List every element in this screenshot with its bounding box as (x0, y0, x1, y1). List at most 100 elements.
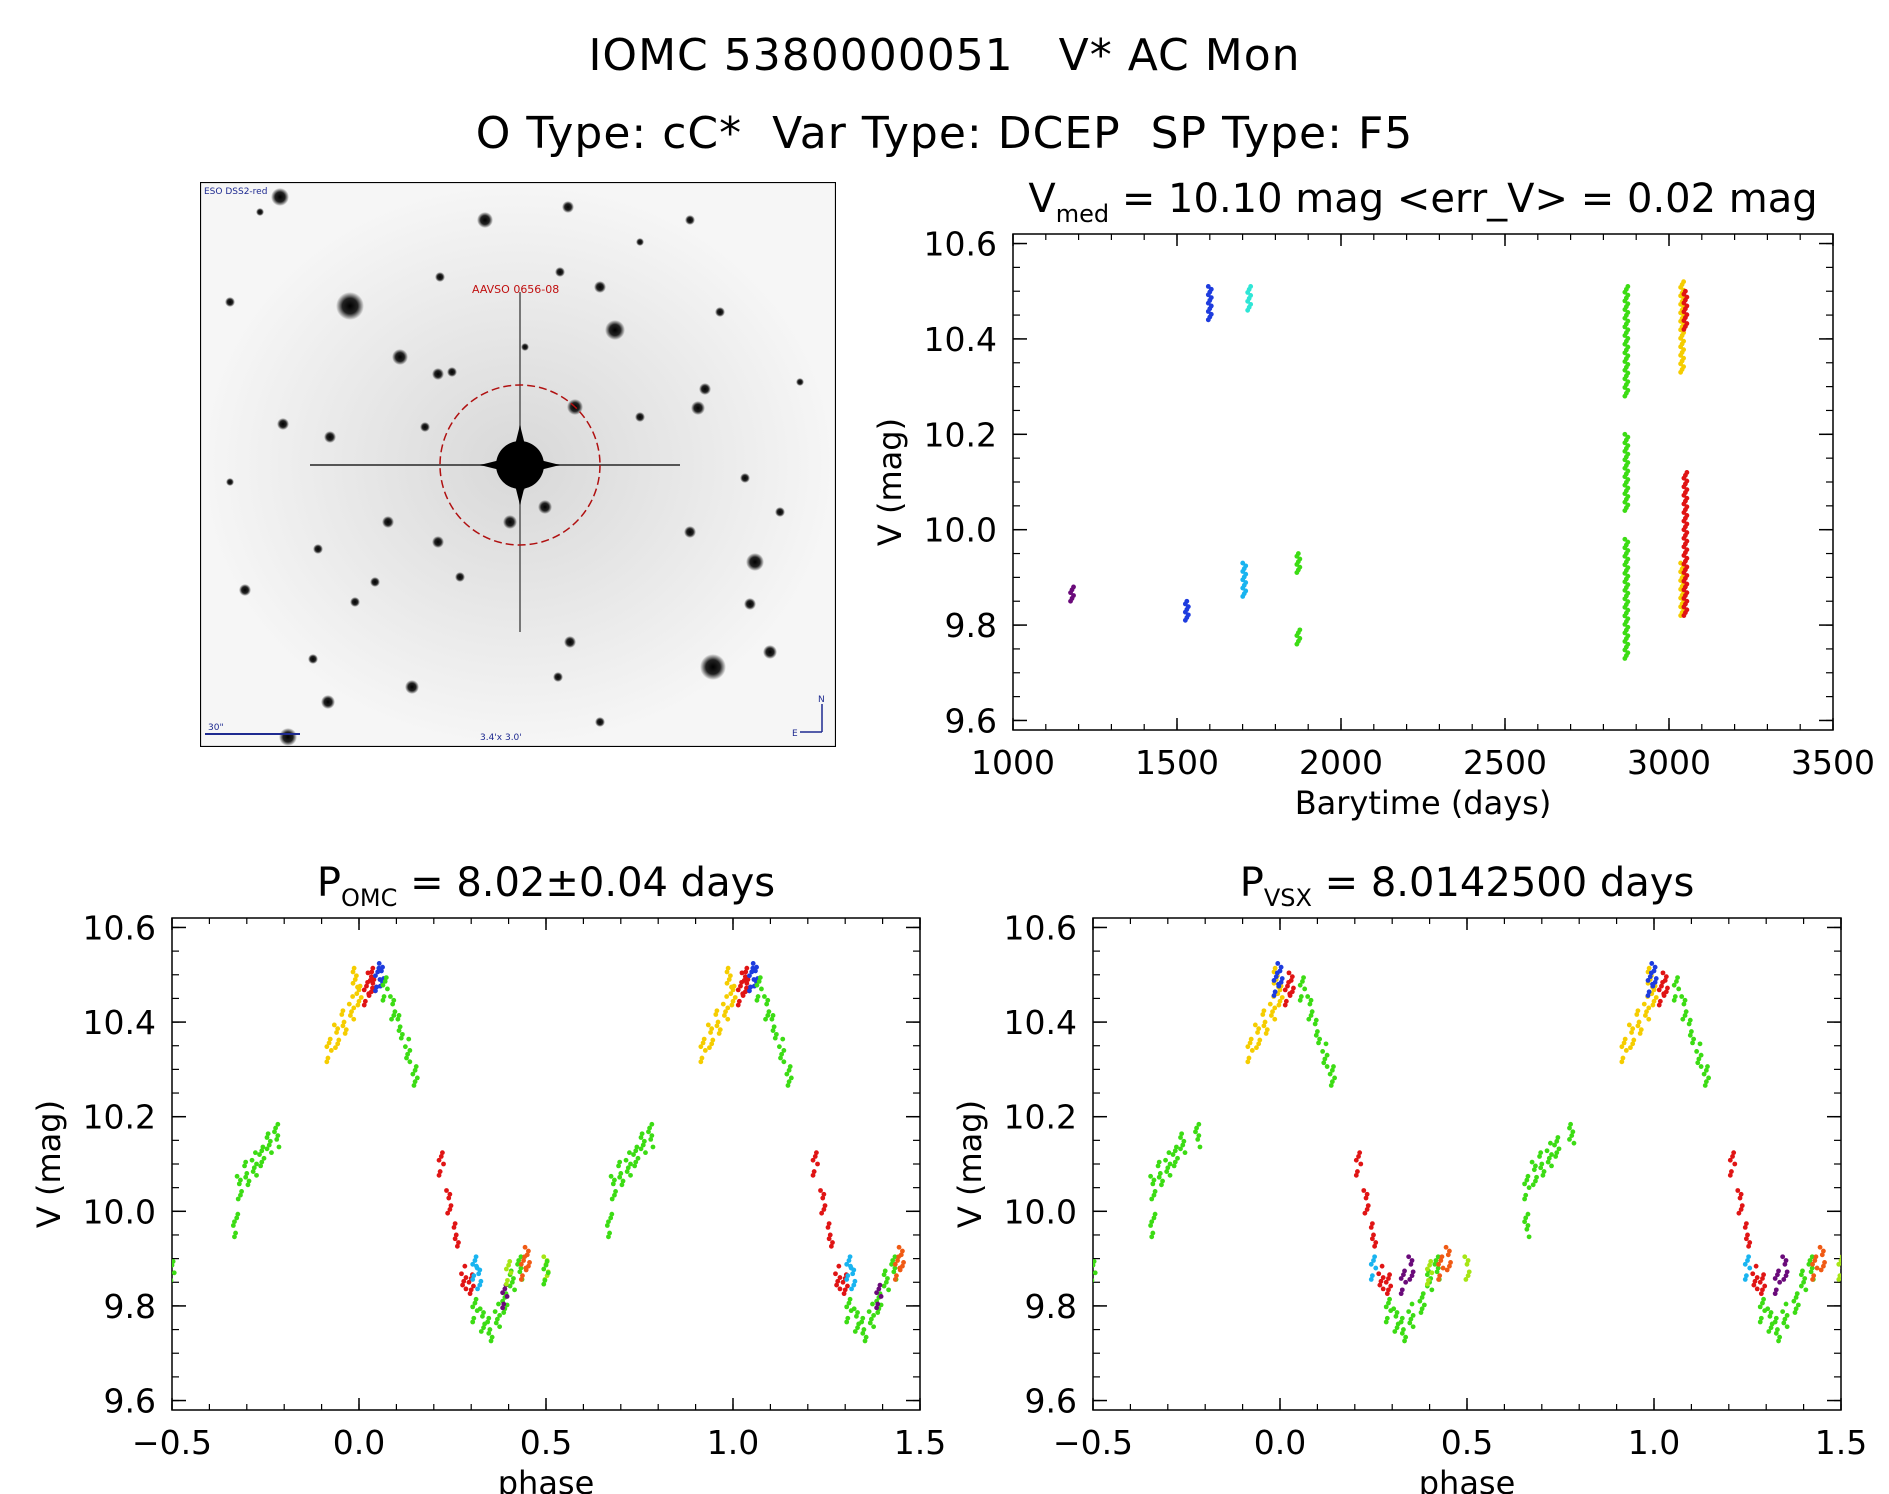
data-point (1681, 1001, 1687, 1007)
data-point (1272, 1005, 1278, 1011)
data-point (1806, 1261, 1812, 1267)
data-point (1625, 548, 1631, 553)
data-point (1544, 1148, 1550, 1154)
data-point (502, 1286, 508, 1292)
data-point (1273, 974, 1279, 980)
data-point (1193, 1129, 1198, 1135)
data-point (1656, 987, 1662, 993)
data-point (1647, 974, 1653, 980)
field-star (324, 431, 336, 443)
data-point (1409, 1273, 1415, 1279)
data-point (1276, 983, 1282, 989)
data-point (882, 1268, 888, 1274)
data-point (1735, 1188, 1741, 1193)
data-point (1328, 1083, 1334, 1088)
data-point (1684, 530, 1690, 535)
data-point (1149, 1196, 1155, 1202)
data-point (1703, 1067, 1709, 1073)
data-point (1256, 1026, 1262, 1032)
data-point (1675, 975, 1680, 981)
data-point (396, 1013, 402, 1018)
data-point (1317, 1036, 1323, 1042)
data-point (1427, 1262, 1432, 1268)
data-point (892, 1265, 898, 1271)
data-point (1093, 1259, 1097, 1264)
data-point (617, 1174, 623, 1180)
data-point (825, 1224, 831, 1230)
data-point (1093, 1268, 1094, 1270)
data-point (346, 1001, 352, 1007)
data-point (253, 1150, 258, 1156)
data-point (1775, 1272, 1780, 1278)
data-point (1538, 1165, 1544, 1171)
data-point (503, 1281, 509, 1287)
data-point (892, 1277, 898, 1282)
data-point (238, 1192, 243, 1198)
data-point (1840, 1267, 1841, 1269)
data-point (1646, 989, 1652, 995)
data-point (709, 1041, 715, 1047)
data-point (341, 1019, 347, 1025)
data-point (1179, 1131, 1185, 1137)
data-point (1684, 547, 1690, 553)
data-point (820, 1195, 826, 1201)
data-point (1252, 1022, 1258, 1028)
data-point (1625, 599, 1631, 605)
data-point (745, 977, 751, 982)
data-point (1625, 310, 1631, 315)
data-point (1791, 1298, 1797, 1304)
data-point (1383, 1279, 1389, 1285)
data-point (1727, 1157, 1733, 1163)
data-point (376, 961, 382, 966)
data-point (1424, 1281, 1430, 1287)
data-point (1676, 986, 1682, 992)
data-point (1732, 1161, 1738, 1167)
data-point (1184, 598, 1190, 604)
data-point (725, 965, 731, 971)
data-point (855, 1325, 860, 1331)
field-star (503, 515, 517, 529)
data-point (1757, 1319, 1763, 1325)
data-point (1164, 1169, 1170, 1174)
data-point (396, 1028, 402, 1033)
data-point (1801, 1279, 1806, 1285)
data-point (1071, 584, 1076, 590)
data-point (1278, 964, 1284, 970)
x-tick-label: −0.5 (132, 1423, 212, 1462)
data-point (742, 989, 748, 995)
data-point (1268, 1013, 1274, 1018)
data-point (1705, 1064, 1710, 1069)
data-point (1808, 1269, 1814, 1275)
data-point (1149, 1219, 1155, 1225)
data-point (1322, 1056, 1328, 1062)
data-point (883, 1279, 889, 1285)
data-point (470, 1277, 476, 1282)
data-point (1321, 1060, 1327, 1066)
data-point (1783, 1258, 1789, 1263)
data-point (1262, 1019, 1268, 1025)
field-star (477, 212, 493, 228)
data-point (370, 980, 376, 986)
data-point (390, 1001, 396, 1007)
data-point (388, 994, 393, 999)
data-point (1248, 284, 1254, 289)
data-point (1768, 1325, 1774, 1331)
data-point (1277, 968, 1283, 974)
data-point (1148, 1223, 1153, 1228)
data-point (1800, 1268, 1805, 1274)
field-star (432, 368, 444, 380)
data-point (1553, 1154, 1559, 1159)
y-axis-label: V (mag) (871, 418, 909, 546)
field-star (684, 526, 696, 538)
data-point (1671, 982, 1677, 988)
data-point (608, 1173, 614, 1179)
data-point (1812, 1258, 1818, 1263)
data-point (716, 1031, 722, 1036)
data-point (1286, 970, 1292, 976)
field-star (594, 281, 606, 293)
data-point (1448, 1260, 1453, 1265)
plot-frame (1012, 233, 1834, 731)
star-field (225, 188, 804, 746)
data-point (1277, 998, 1283, 1004)
data-point (336, 1037, 342, 1043)
